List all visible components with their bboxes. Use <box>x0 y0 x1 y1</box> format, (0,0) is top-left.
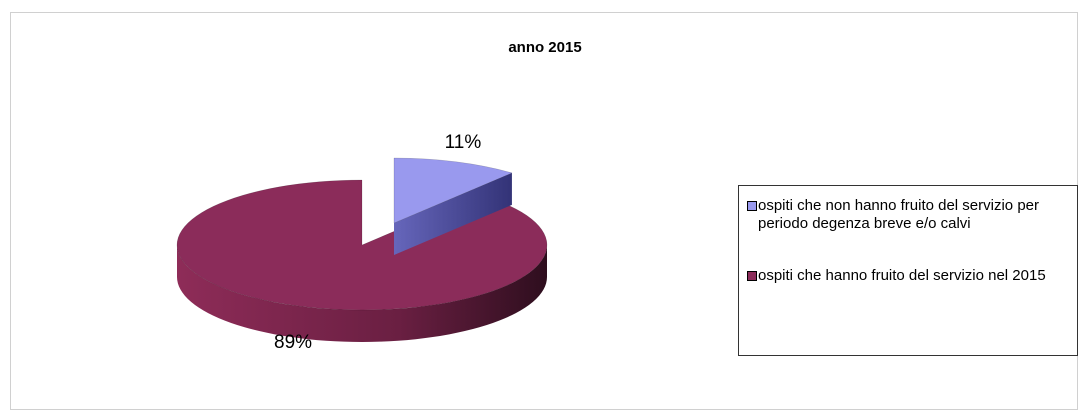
chart-title: anno 2015 <box>508 39 581 56</box>
legend-entry: ospiti che non hanno fruito del servizio… <box>758 197 1040 232</box>
data-label: 11% <box>445 132 482 153</box>
legend-entry: ospiti che hanno fruito del servizio nel… <box>758 267 1046 284</box>
pie-slice <box>393 157 513 255</box>
legend-marker <box>747 201 757 211</box>
legend <box>738 185 1078 356</box>
data-label: 89% <box>274 332 312 353</box>
slice-side <box>177 245 547 342</box>
legend-label: ospiti che non hanno fruito del servizio… <box>758 197 1040 232</box>
legend-label: ospiti che hanno fruito del servizio nel… <box>758 267 1046 284</box>
legend-marker <box>747 271 757 281</box>
slice-face <box>394 172 512 255</box>
slice-top <box>393 157 513 224</box>
